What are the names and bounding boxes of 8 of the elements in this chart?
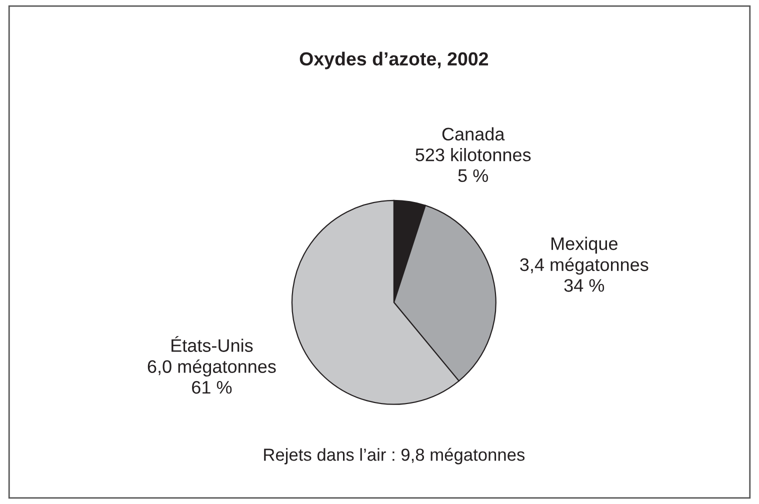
text: Rejets dans l’air : 9,8 mégatonnes xyxy=(264,448,525,464)
data-label: 3,4 mégatonnes 34 % xyxy=(520,258,648,292)
slice-label: États-Unis xyxy=(172,336,253,352)
slice-label: Mexique xyxy=(552,236,618,254)
data-label: 6,0 mégatonnes 61 % xyxy=(148,360,276,394)
slice-label: Canada xyxy=(442,127,505,141)
chart-title: Oxydes d’azote, 2002 xyxy=(300,52,488,70)
data-label: 523 kilotonnes 5 % xyxy=(416,148,531,182)
